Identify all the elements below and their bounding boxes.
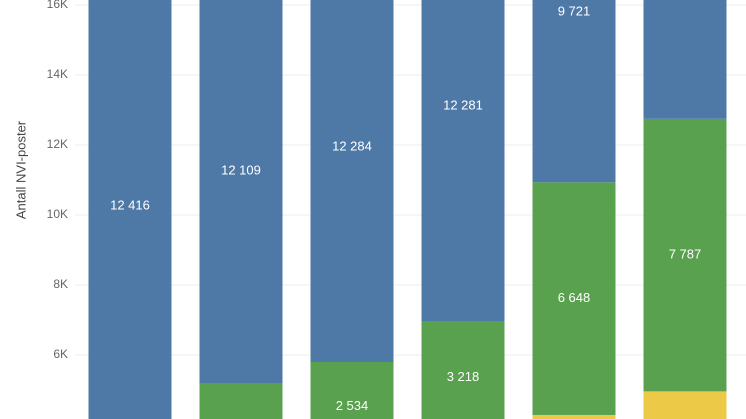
y-tick-label: 14K [47, 67, 68, 81]
bar-segment [421, 0, 505, 322]
bar-segment [532, 414, 616, 419]
value-label: 12 109 [221, 163, 261, 178]
bar-segment [643, 118, 727, 392]
value-label: 12 281 [443, 98, 483, 113]
value-label: 6 648 [558, 290, 591, 305]
bar-segment [199, 382, 283, 419]
value-label: 3 218 [447, 369, 480, 384]
bar-segment [310, 361, 394, 419]
bar-segment [643, 391, 727, 419]
bar-segment [643, 0, 727, 119]
y-tick-label: 6K [53, 347, 68, 361]
bar-segment [88, 0, 172, 419]
bar-segment [532, 182, 616, 415]
y-axis-label: Antall NVI-poster [13, 120, 28, 219]
value-label: 7 787 [669, 247, 702, 262]
y-tick-label: 8K [53, 277, 68, 291]
value-label: 9 721 [558, 4, 591, 19]
bar-segment [421, 321, 505, 419]
y-tick-label: 12K [47, 137, 68, 151]
y-tick-label: 10K [47, 207, 68, 221]
bar-segment [310, 0, 394, 362]
value-label: 2 534 [336, 398, 369, 413]
value-label: 12 416 [110, 197, 150, 212]
y-tick-label: 16K [47, 0, 68, 11]
bar-segment [532, 0, 616, 183]
bar-segment [199, 0, 283, 383]
value-label: 12 284 [332, 138, 372, 153]
